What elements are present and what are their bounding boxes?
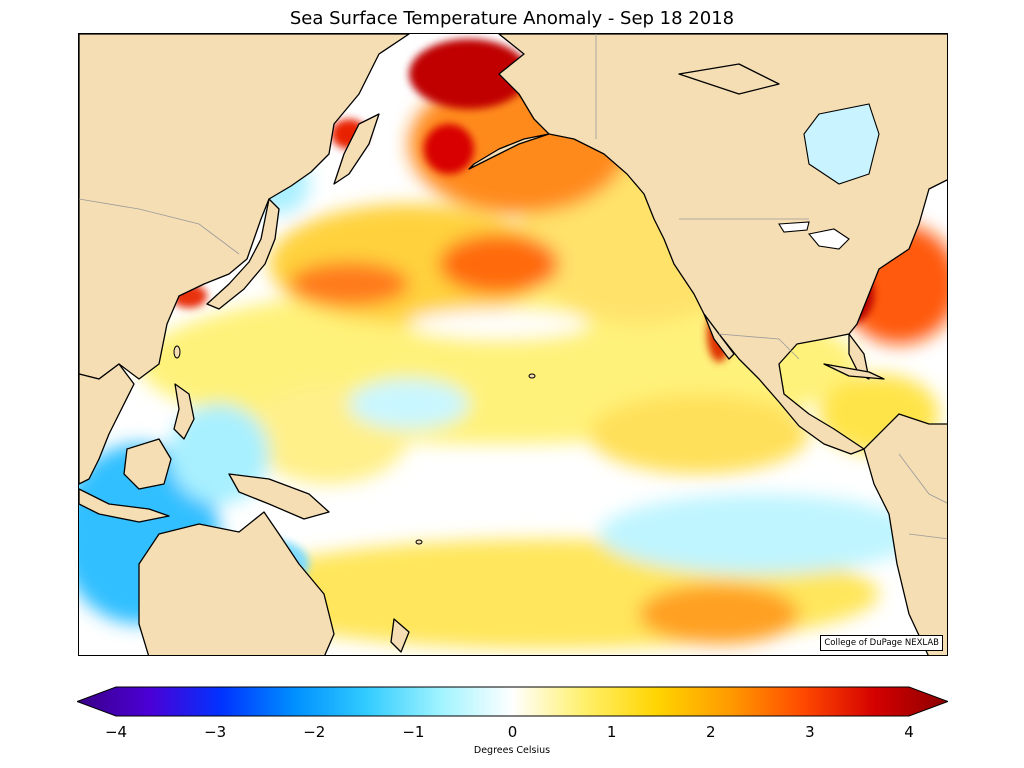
land-kamchatka [333,113,380,185]
colorbar [75,686,950,717]
land-borneo [123,438,172,490]
land-japan [206,198,280,310]
colorbar-tick-label: −1 [402,723,425,741]
land-baja [703,313,735,360]
colorbar-fill [75,686,950,717]
great-lakes [807,228,850,250]
land-asia [79,34,410,380]
land-new-guinea [228,473,330,520]
land-indochina [79,363,135,485]
credit-label: College of DuPage NEXLAB [820,635,943,651]
colorbar-tick-label: 2 [705,723,716,741]
colorbar-tick-label: −3 [204,723,227,741]
us-mexico-border [718,333,800,360]
hudson-bay [803,103,880,185]
fiji-island [415,539,423,545]
inland-water [778,103,880,250]
russia-china-border [79,198,240,255]
hot-bering-shelf [424,124,474,174]
taiwan-island [173,345,181,359]
warm-east-tropical [589,394,809,474]
cool-equatorial-east [599,494,919,574]
warm-southeast-pacific [639,584,799,644]
hawaii-island [528,373,536,379]
land-java [79,488,170,523]
hot-chukchi-sea [409,39,529,109]
colorbar-label: Degrees Celsius [473,745,551,756]
colorbar-tick-label: 3 [805,723,815,741]
south-america-borders [898,453,947,540]
land-australia [138,511,335,655]
colorbar-tick-label: −2 [303,723,326,741]
chart-title: Sea Surface Temperature Anomaly - Sep 18… [289,8,735,29]
colorbar-tick-label: −4 [104,723,128,741]
land-philippines [173,383,195,440]
warm-japan-sea [289,262,409,306]
borders [79,34,947,540]
neutral-midlatitude-strip [409,310,589,338]
land-south-america [863,413,947,655]
colorbar-tick-label: 4 [904,723,914,741]
warm-kuroshio-extension [439,234,559,294]
cool-central-tropical [349,379,469,429]
land-new-zealand [390,618,410,653]
islands [173,345,536,545]
lake-superior [778,221,810,233]
map-canvas [79,34,947,655]
colorbar-tick-label: 0 [507,723,518,741]
land-canadian-islands [678,63,780,95]
land-aleutians [468,133,550,170]
colorbar-graphic [75,686,950,717]
anomaly-map: College of DuPage NEXLAB [78,33,948,656]
colorbar-tick-label: 1 [606,723,617,741]
land-cuba [823,363,885,380]
